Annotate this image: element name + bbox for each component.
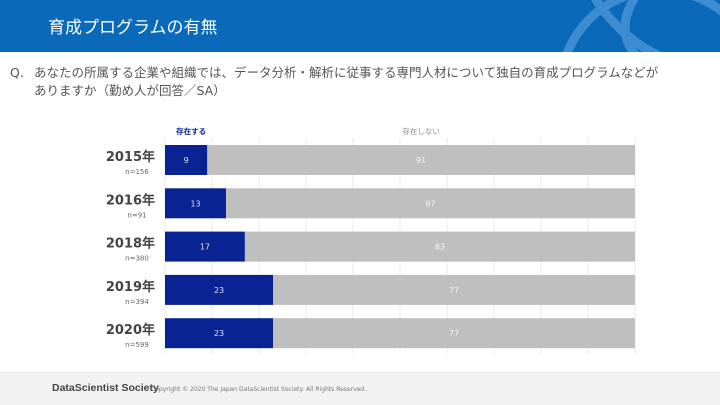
bar-segment bbox=[244, 231, 635, 262]
data-label: 23 bbox=[214, 329, 224, 338]
bar-segment bbox=[226, 188, 635, 219]
sample-size-label: n=380 bbox=[125, 255, 149, 263]
footer-brand-logo: DataScientist Society bbox=[52, 382, 159, 394]
bar-segment bbox=[165, 274, 274, 305]
survey-question: Q. あなたの所属する企業や組織では、データ分析・解析に従事する専門人材について独… bbox=[10, 64, 720, 100]
category-label: 2016年 bbox=[106, 192, 155, 208]
question-line1: あなたの所属する企業や組織では、データ分析・解析に従事する専門人材について独自の… bbox=[34, 65, 659, 80]
category-label: 2015年 bbox=[106, 149, 155, 165]
header-banner: 育成プログラムの有無 bbox=[0, 0, 720, 52]
data-label: 77 bbox=[449, 286, 459, 295]
category-label: 2020年 bbox=[106, 322, 155, 338]
sample-size-label: n=599 bbox=[125, 341, 149, 349]
sample-size-label: n=91 bbox=[127, 211, 146, 219]
data-label: 87 bbox=[425, 199, 435, 208]
bar-segment bbox=[165, 188, 227, 219]
bar-segment bbox=[273, 318, 635, 349]
category-label: 2019年 bbox=[106, 279, 155, 295]
data-label: 9 bbox=[184, 156, 189, 165]
sample-size-label: n=394 bbox=[125, 298, 149, 306]
footer: DataScientist Society Copyright © 2020 T… bbox=[0, 372, 720, 405]
data-label: 91 bbox=[416, 156, 426, 165]
page-title: 育成プログラムの有無 bbox=[48, 18, 218, 38]
legend-exists: 存在する bbox=[175, 126, 206, 136]
category-label: 2018年 bbox=[106, 236, 155, 252]
bar-segment bbox=[165, 231, 245, 262]
bar-segment bbox=[207, 145, 636, 175]
data-label: 77 bbox=[449, 329, 459, 338]
bar-segment bbox=[273, 274, 635, 305]
globe-decoration-icon bbox=[562, 0, 720, 52]
data-label: 23 bbox=[214, 286, 224, 295]
stacked-bar-chart: 存在する 存在しない 2015年 n=156 9 91 2016年 n=91 13 87 2018年… bbox=[106, 126, 636, 354]
bar-segment bbox=[165, 145, 208, 175]
data-label: 83 bbox=[435, 243, 445, 252]
question-line2: ありますか（勤め人が回答／SA） bbox=[34, 83, 226, 98]
copyright-text: Copyright © 2020 The Japan DataScientist… bbox=[151, 386, 367, 393]
question-prefix: Q. bbox=[10, 65, 24, 80]
data-label: 17 bbox=[200, 243, 210, 252]
sample-size-label: n=156 bbox=[125, 168, 149, 176]
bar-segment bbox=[165, 318, 274, 349]
legend-not-exists: 存在しない bbox=[402, 126, 440, 136]
data-label: 13 bbox=[190, 199, 200, 208]
